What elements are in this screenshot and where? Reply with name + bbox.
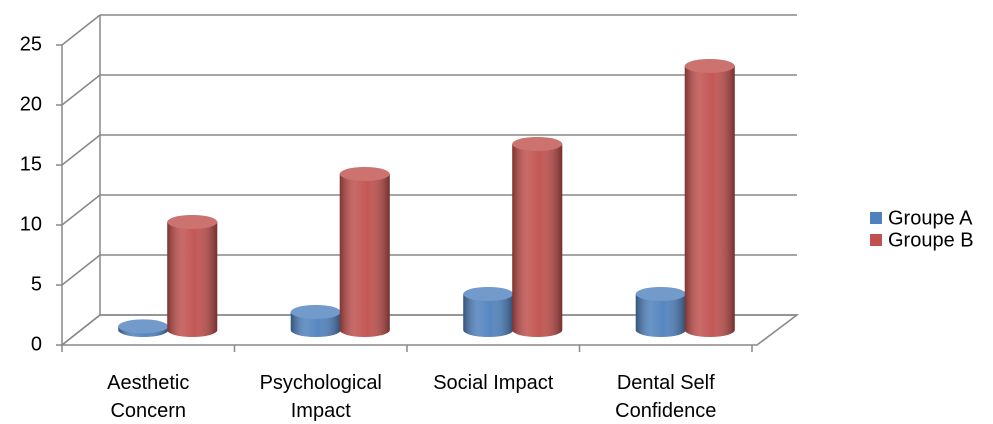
y-tick-label: 15 <box>20 153 42 175</box>
bar-top-highlight <box>512 137 563 151</box>
legend-swatch <box>870 212 882 224</box>
y-tick-label: 25 <box>20 33 42 55</box>
legend-swatch <box>870 234 882 246</box>
bar-top-highlight <box>463 287 514 301</box>
bar-top <box>339 167 390 181</box>
x-tick-label: Psychological Impact <box>259 372 382 422</box>
bar-top <box>118 319 169 334</box>
bar-shading <box>463 294 514 338</box>
bar-top <box>684 59 735 73</box>
bar-top-highlight <box>684 59 735 73</box>
grid-diagonal <box>61 194 101 226</box>
bar-top <box>463 287 514 301</box>
bar-top <box>167 215 218 229</box>
bar-top-highlight <box>118 319 169 334</box>
y-tick-label: 5 <box>31 273 42 295</box>
bar-shading <box>684 66 735 338</box>
bar-shading <box>339 174 390 337</box>
bar-top <box>290 305 341 319</box>
legend-label: Groupe B <box>888 229 974 251</box>
x-tick-label: Social Impact <box>433 372 554 394</box>
legend-label: Groupe A <box>888 207 973 229</box>
x-tick-label: Aesthetic Concern <box>107 372 190 422</box>
bar-top-highlight <box>635 287 686 301</box>
grid-diagonal <box>61 254 101 286</box>
grid-diagonal <box>61 314 101 346</box>
grid-diagonal <box>61 14 101 46</box>
grid-diagonal <box>61 134 101 166</box>
bar-shading <box>635 294 686 338</box>
bar-shading <box>512 144 563 338</box>
bar-shading <box>167 222 218 337</box>
bar-top <box>635 287 686 301</box>
bar-top-highlight <box>290 305 341 319</box>
y-tick-label: 20 <box>20 93 42 115</box>
bar-top-highlight <box>339 167 390 181</box>
bar-shading <box>290 312 341 338</box>
x-tick-label: Dental Self Confidence <box>615 372 717 422</box>
grid-diagonal <box>61 74 101 106</box>
y-tick-label: 0 <box>31 333 42 355</box>
y-tick-label: 10 <box>20 213 42 235</box>
bar-top <box>512 137 563 151</box>
bar-top-highlight <box>167 215 218 229</box>
